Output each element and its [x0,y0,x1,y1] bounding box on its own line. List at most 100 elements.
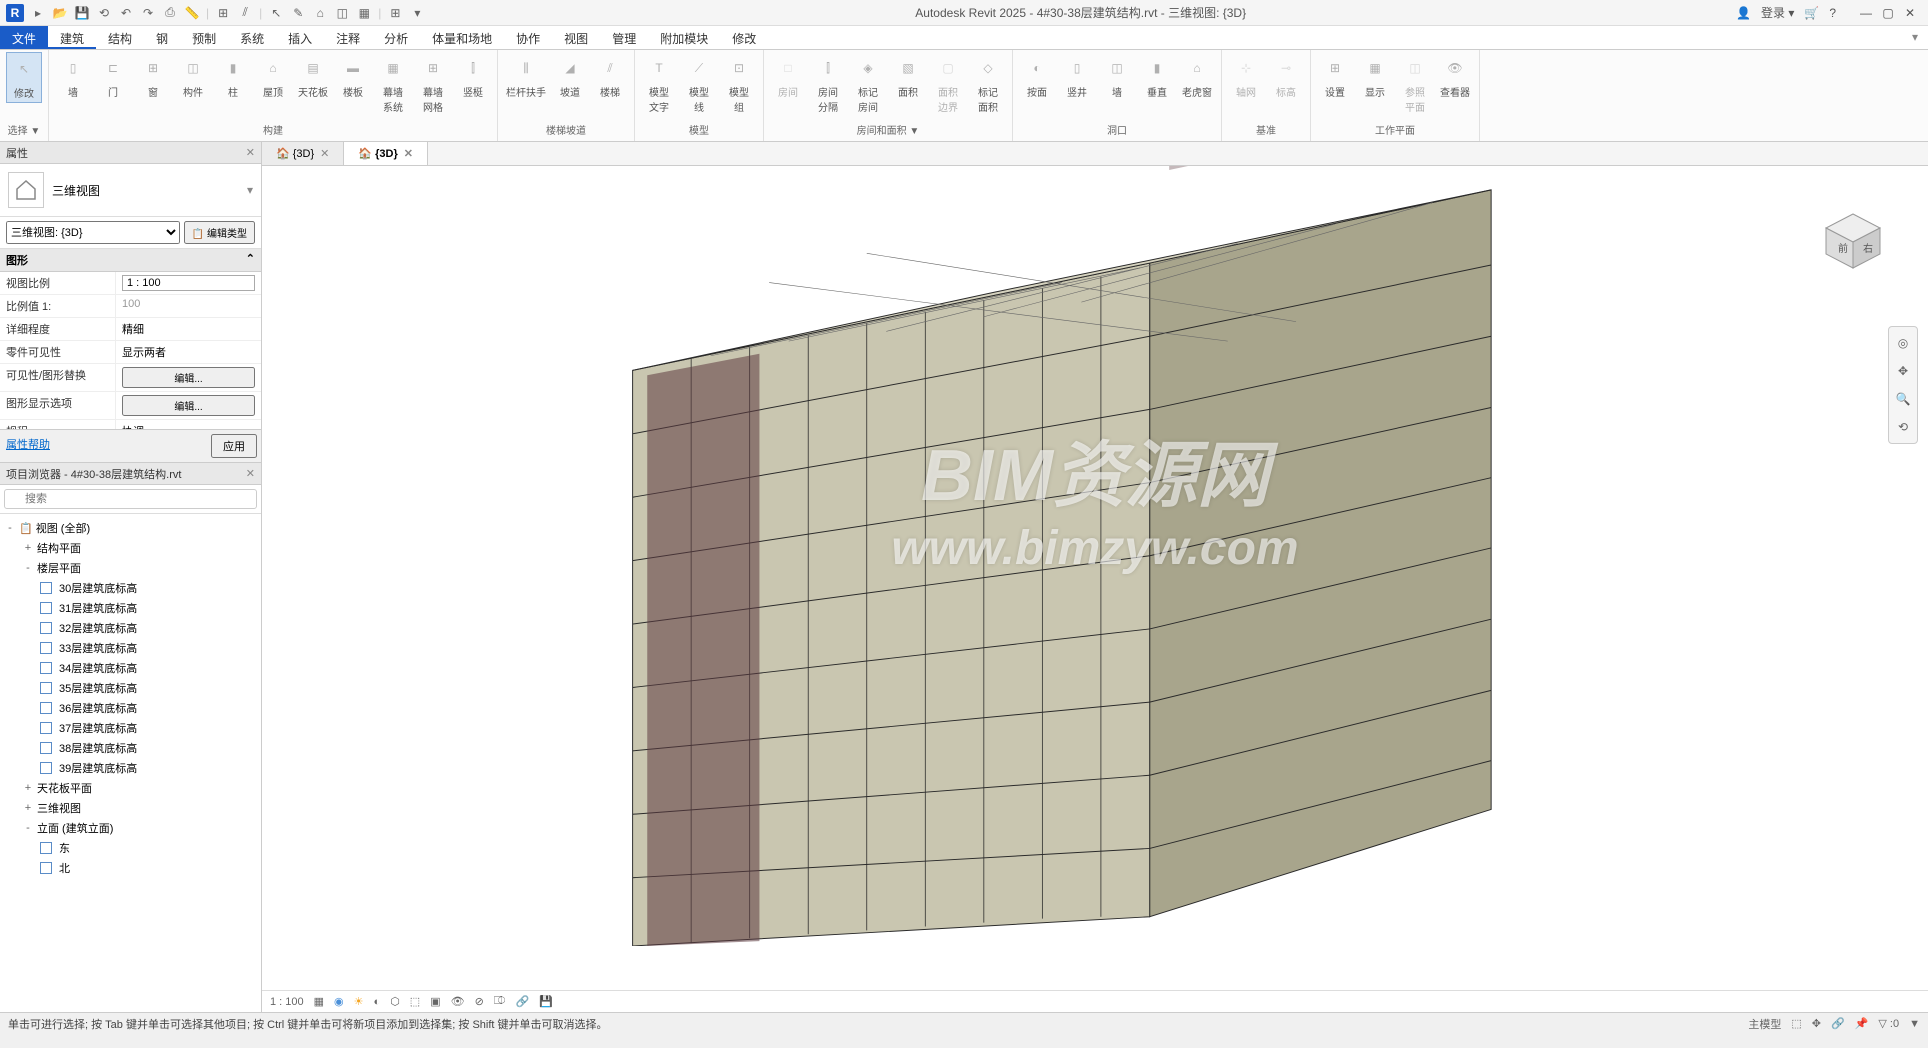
login-button[interactable]: 登录 ▾ [1761,4,1794,21]
ribbon-button-cursor[interactable]: ↖修改 [6,52,42,103]
temp-icon[interactable]: ⊘ [475,995,484,1008]
tree-leaf[interactable]: 东 [40,838,257,858]
canvas[interactable]: BIM资源网 www.bimzyw.com 前 右 ◎ ✥ 🔍 ⟲ [262,166,1928,990]
ribbon-button-railing[interactable]: ⫼栏杆扶手 [504,52,548,101]
shadow-icon[interactable]: ◐ [374,996,381,1008]
ribbon-button-line[interactable]: ⟋模型线 [681,52,717,116]
ribbon-button-ceiling[interactable]: ▤天花板 [295,52,331,101]
crop-region-icon[interactable]: ▣ [430,995,440,1008]
tree-node[interactable]: - 立面 (建筑立面) [22,818,257,838]
tree-leaf[interactable]: 北 [40,858,257,878]
qat-undo-icon[interactable]: ↶ [118,5,134,21]
ribbon-button-column[interactable]: ▮柱 [215,52,251,101]
ribbon-tab-插入[interactable]: 插入 [276,26,324,49]
tree-leaf[interactable]: 39层建筑底标高 [40,758,257,778]
ribbon-expand-icon[interactable]: ▾ [1902,26,1928,49]
tree-leaf[interactable]: 34层建筑底标高 [40,658,257,678]
tree-node[interactable]: + 天花板平面 [22,778,257,798]
tree-leaf[interactable]: 31层建筑底标高 [40,598,257,618]
crop-icon[interactable]: ⬚ [410,995,420,1008]
ribbon-button-roof[interactable]: ⌂屋顶 [255,52,291,101]
close-icon[interactable]: ✕ [404,147,413,160]
help-icon[interactable]: ? [1829,6,1836,20]
steering-wheel-icon[interactable]: ◎ [1893,333,1913,353]
ribbon-tab-文件[interactable]: 文件 [0,26,48,49]
ribbon-button-grid[interactable]: ⊞幕墙网格 [415,52,451,116]
save-icon[interactable]: 💾 [539,995,553,1008]
ribbon-button-show[interactable]: ▦显示 [1357,52,1393,101]
qat-open-icon[interactable]: 📂 [52,5,68,21]
close-button[interactable]: ✕ [1900,6,1920,20]
style-icon[interactable]: ◉ [334,995,344,1008]
ribbon-tab-协作[interactable]: 协作 [504,26,552,49]
ribbon-tab-建筑[interactable]: 建筑 [48,26,96,49]
ribbon-button-group[interactable]: ⊡模型组 [721,52,757,116]
tree-root[interactable]: - 📋 视图 (全部) [4,518,257,538]
close-icon[interactable]: ✕ [320,147,329,160]
qat-save-icon[interactable]: 💾 [74,5,90,21]
view-tab[interactable]: 🏠 {3D}✕ [344,142,428,165]
qat-cursor-icon[interactable]: ↖ [268,5,284,21]
search-icon[interactable]: 👤 [1736,6,1751,20]
qat-align-icon[interactable]: ⊞ [215,5,231,21]
apply-button[interactable]: 应用 [211,434,257,458]
minimize-button[interactable]: — [1856,6,1876,20]
ribbon-button-byface[interactable]: ◐按面 [1019,52,1055,101]
ribbon-button-wallop[interactable]: ◫墙 [1099,52,1135,101]
unhide-icon[interactable]: 👁 [451,995,465,1008]
ribbon-button-stair[interactable]: ⫽楼梯 [592,52,628,101]
ribbon-tab-管理[interactable]: 管理 [600,26,648,49]
ribbon-button-curtain[interactable]: ▦幕墙系统 [375,52,411,116]
ribbon-button-window[interactable]: ⊞窗 [135,52,171,101]
ribbon-tab-视图[interactable]: 视图 [552,26,600,49]
qat-close-icon[interactable]: ▾ [409,5,425,21]
ribbon-button-dormer[interactable]: ⌂老虎窗 [1179,52,1215,101]
qat-sync-icon[interactable]: ⟲ [96,5,112,21]
ribbon-tab-附加模块[interactable]: 附加模块 [648,26,720,49]
tree-leaf[interactable]: 37层建筑底标高 [40,718,257,738]
pan-icon[interactable]: ✥ [1893,361,1913,381]
ribbon-button-door[interactable]: ⊏门 [95,52,131,101]
ribbon-button-set[interactable]: ⊞设置 [1317,52,1353,101]
qat-redo-icon[interactable]: ↷ [140,5,156,21]
prop-edit-button[interactable]: 编辑... [122,367,255,388]
ribbon-tab-体量和场地[interactable]: 体量和场地 [420,26,504,49]
revit-logo[interactable]: R [6,4,24,22]
ribbon-tab-预制[interactable]: 预制 [180,26,228,49]
ribbon-button-viewer[interactable]: 👁查看器 [1437,52,1473,101]
ribbon-button-area[interactable]: ▧面积 [890,52,926,101]
ribbon-button-mullion[interactable]: ⫿竖梃 [455,52,491,101]
qat-plan-icon[interactable]: ▦ [356,5,372,21]
view-tab[interactable]: 🏠 {3D}✕ [262,142,344,165]
tree-leaf[interactable]: 30层建筑底标高 [40,578,257,598]
tree-leaf[interactable]: 33层建筑底标高 [40,638,257,658]
tree-leaf[interactable]: 38层建筑底标高 [40,738,257,758]
tree-leaf[interactable]: 35层建筑底标高 [40,678,257,698]
qat-3d-icon[interactable]: ⌂ [312,5,328,21]
ribbon-button-component[interactable]: ◫构件 [175,52,211,101]
prop-group[interactable]: 图形⌃ [0,249,261,272]
ribbon-button-roomtag[interactable]: ◈标记房间 [850,52,886,116]
sun-icon[interactable]: ☀ [354,995,364,1008]
link-icon[interactable]: 🔗 [1831,1017,1845,1030]
select-icon[interactable]: ⬚ [1791,1017,1801,1030]
prop-edit-button[interactable]: 编辑... [122,395,255,416]
tree-node[interactable]: + 三维视图 [22,798,257,818]
filter-icon[interactable]: ▼ [1909,1018,1920,1030]
orbit-icon[interactable]: ⟲ [1893,417,1913,437]
search-input[interactable] [4,489,257,509]
instance-select[interactable]: 三维视图: {3D} [6,221,180,244]
close-icon[interactable]: ✕ [246,467,255,480]
ribbon-button-roomsep[interactable]: ⫿房间分隔 [810,52,846,116]
ribbon-button-floor[interactable]: ▬楼板 [335,52,371,101]
pin-icon[interactable]: 📌 [1855,1017,1869,1030]
ribbon-button-wall[interactable]: ▯墙 [55,52,91,101]
link-icon[interactable]: 🔗 [515,995,529,1008]
qat-open-icon[interactable]: ▸ [30,5,46,21]
zoom-icon[interactable]: 🔍 [1893,389,1913,409]
drag-icon[interactable]: ✥ [1812,1017,1821,1030]
detail-icon[interactable]: ▦ [314,995,324,1008]
edit-type-button[interactable]: 📋 编辑类型 [184,221,255,244]
ribbon-button-areatag[interactable]: ◇标记面积 [970,52,1006,116]
ribbon-tab-系统[interactable]: 系统 [228,26,276,49]
